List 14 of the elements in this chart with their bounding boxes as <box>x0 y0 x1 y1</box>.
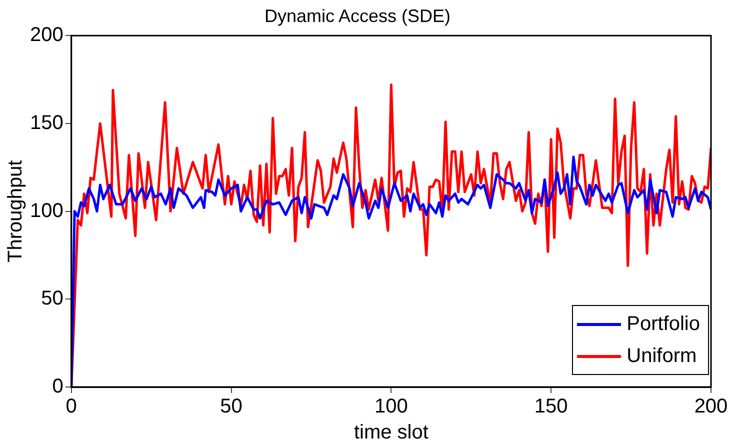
legend-label: Portfolio <box>626 312 700 336</box>
y-tick-label: 200 <box>30 24 64 46</box>
y-tick-label: 50 <box>41 288 64 310</box>
y-tick-label: 150 <box>30 112 64 134</box>
x-tick-label: 100 <box>374 396 408 418</box>
y-tick-label: 0 <box>52 376 64 398</box>
x-tick-label: 50 <box>220 396 242 418</box>
x-tick-label: 150 <box>534 396 568 418</box>
x-tick-label: 200 <box>694 396 728 418</box>
y-axis-title: Throughput <box>4 160 27 262</box>
x-axis-title: time slot <box>354 422 429 444</box>
legend-label: Uniform <box>626 344 697 368</box>
chart-title: Dynamic Access (SDE) <box>264 6 451 26</box>
y-tick-label: 100 <box>30 200 64 222</box>
